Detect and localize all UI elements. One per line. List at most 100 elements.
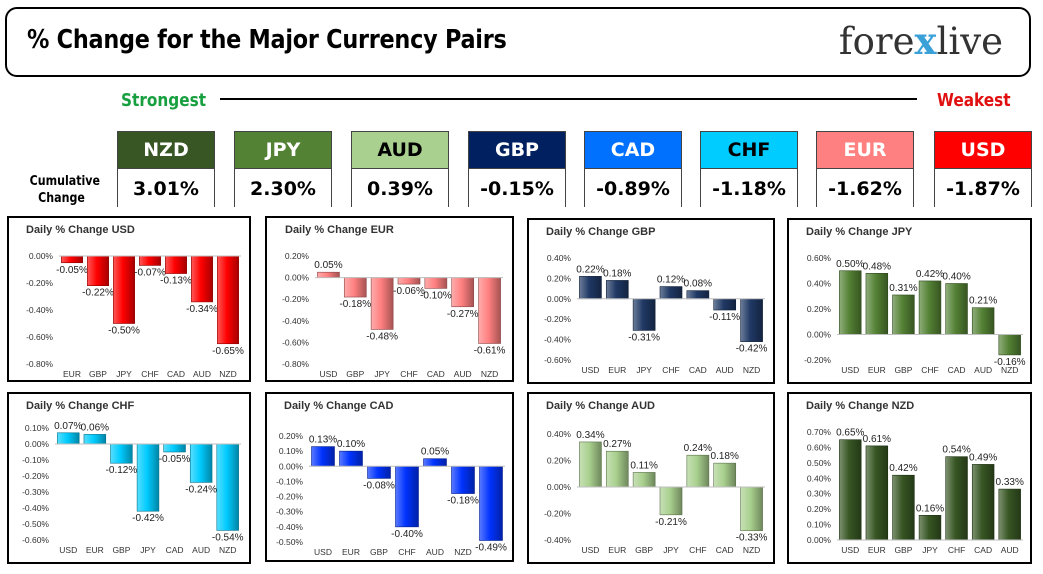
bar-cad: [163, 443, 186, 453]
y-tick-label: -0.40%: [276, 522, 303, 532]
bar-nzd: [216, 443, 239, 531]
bar-item: [479, 465, 503, 541]
bar-aud: [451, 277, 475, 308]
y-tick-label: 0.00%: [807, 535, 832, 545]
bar-usd: [839, 270, 862, 335]
data-label: -0.12%: [106, 465, 138, 476]
bar-aud: [971, 307, 995, 335]
bar-usd: [57, 432, 80, 445]
bar-eur: [865, 445, 889, 541]
chart-title-jpy: Daily % Change JPY: [806, 226, 913, 238]
cumulative-change-label: Cumulative Change: [29, 174, 101, 206]
data-label: 0.13%: [309, 435, 337, 446]
bar-gbp: [367, 465, 391, 479]
x-category-label: AUD: [193, 369, 211, 379]
x-category-label: NZD: [219, 545, 236, 555]
x-category-label: CAD: [948, 365, 966, 375]
x-category-label: CHF: [948, 545, 965, 555]
bar-gbp: [110, 443, 133, 464]
y-tick-label: -0.80%: [282, 359, 309, 369]
x-category-label: GBP: [370, 547, 388, 557]
x-category-label: CAD: [974, 545, 992, 555]
x-category-label: JPY: [922, 545, 938, 555]
data-label: 0.33%: [996, 477, 1024, 488]
bar-cad: [945, 283, 968, 335]
x-category-label: EUR: [868, 545, 886, 555]
data-label: -0.13%: [160, 276, 192, 287]
y-tick-label: 0.00%: [29, 251, 54, 261]
ranking-divider-line: [220, 98, 917, 100]
y-tick-label: 0.20%: [547, 273, 572, 283]
x-category-label: EUR: [868, 365, 886, 375]
y-tick-label: -0.20%: [22, 471, 49, 481]
currency-code: EUR: [817, 132, 913, 169]
y-tick-label: -0.50%: [276, 537, 303, 547]
currency-code: JPY: [235, 132, 331, 169]
x-category-label: NZD: [454, 547, 471, 557]
currency-box-usd: USD -1.87%: [934, 131, 1032, 207]
y-tick-label: -0.40%: [544, 335, 571, 345]
data-label: -0.16%: [994, 357, 1026, 368]
y-tick-label: 0.20%: [807, 304, 832, 314]
x-category-label: USD: [841, 365, 859, 375]
x-category-label: GBP: [346, 369, 364, 379]
y-tick-label: 0.00%: [285, 273, 310, 283]
x-category-label: CAD: [689, 365, 707, 375]
currency-cumulative-value: -0.15%: [469, 169, 565, 207]
y-tick-label: -0.20%: [544, 509, 571, 519]
data-label: 0.61%: [863, 434, 891, 445]
bar-eur: [605, 280, 629, 300]
bar-gbp: [343, 277, 367, 298]
y-tick-label: -0.20%: [282, 294, 309, 304]
y-tick-label: -0.50%: [22, 519, 49, 529]
currency-cumulative-value: -1.87%: [935, 169, 1031, 207]
x-category-label: USD: [581, 365, 599, 375]
data-label: 0.18%: [711, 451, 739, 462]
y-tick-label: -0.20%: [276, 492, 303, 502]
logo-x-icon: x: [914, 19, 937, 63]
y-tick-label: -0.60%: [26, 332, 53, 342]
x-category-label: GBP: [635, 545, 653, 555]
x-category-label: USD: [314, 547, 332, 557]
x-category-label: USD: [59, 545, 77, 555]
y-tick-label: -0.20%: [804, 355, 831, 365]
data-label: 0.08%: [684, 279, 712, 290]
y-tick-label: 0.10%: [279, 446, 304, 456]
chart-title-chf: Daily % Change CHF: [26, 400, 135, 412]
y-tick-label: -0.40%: [544, 535, 571, 545]
y-tick-label: 0.60%: [807, 442, 832, 452]
x-category-label: JPY: [140, 545, 156, 555]
bar-cad: [165, 255, 187, 274]
currency-cumulative-value: 2.30%: [235, 169, 331, 207]
currency-box-chf: CHF -1.18%: [700, 131, 798, 207]
y-tick-label: 0.50%: [807, 458, 832, 468]
bar-aud: [189, 443, 213, 483]
x-category-label: CHF: [398, 547, 415, 557]
data-label: 0.42%: [916, 269, 944, 280]
data-label: -0.48%: [366, 331, 398, 342]
chart-panel-chf: Daily % Change CHF 0.10% 0.00% -0.10% -0.20…: [7, 392, 251, 564]
bar-aud: [713, 298, 737, 311]
x-category-label: AUD: [974, 365, 992, 375]
x-category-label: AUD: [426, 547, 444, 557]
bar-usd: [311, 446, 335, 467]
bar-jpy: [136, 443, 160, 512]
data-label: -0.07%: [134, 267, 166, 278]
currency-cumulative-value: 0.39%: [352, 169, 448, 207]
bar-usd: [579, 276, 602, 300]
data-label: 0.05%: [314, 260, 342, 271]
data-label: -0.54%: [212, 532, 244, 543]
x-category-label: CAD: [166, 545, 184, 555]
y-tick-label: -0.10%: [22, 455, 49, 465]
y-tick-label: 0.10%: [807, 520, 832, 530]
data-label: -0.05%: [159, 454, 191, 465]
chart-panel-usd: Daily % Change USD 0.00% -0.20% -0.40% -0.6…: [7, 216, 251, 382]
data-label: 0.16%: [916, 503, 944, 514]
chart-chf: 0.10% 0.00% -0.10% -0.20% -0.30% -0.40% -0.50%…: [22, 421, 244, 555]
y-tick-label: 0.00%: [547, 482, 572, 492]
x-category-label: GBP: [89, 369, 107, 379]
chart-nzd: 0.70% 0.60% 0.50% 0.40% 0.30% 0.20% 0.10% 0.00%…: [807, 427, 1024, 555]
chart-panel-nzd: Daily % Change NZD 0.70% 0.60% 0.50% 0.40% 0…: [787, 392, 1032, 564]
data-label: -0.34%: [186, 304, 218, 315]
data-label: 0.48%: [863, 261, 891, 272]
